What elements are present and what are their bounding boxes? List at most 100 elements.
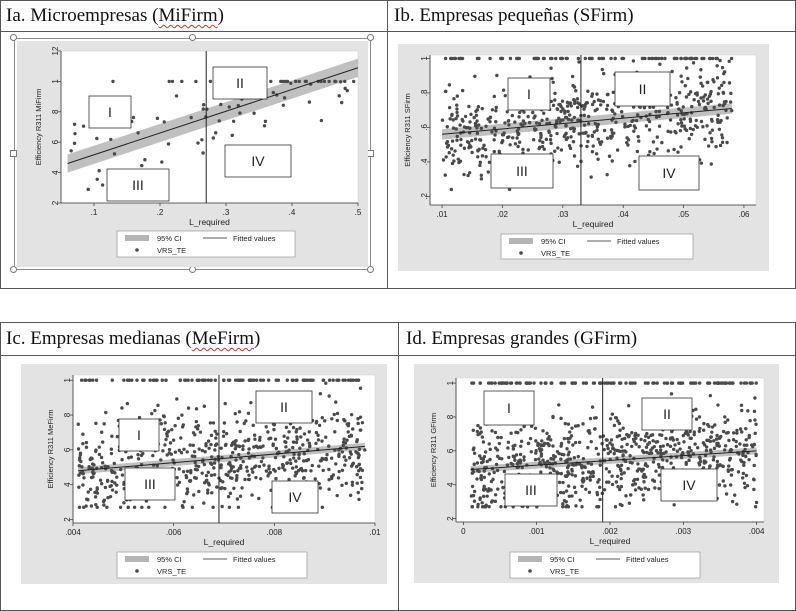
scatter-point [194,419,199,424]
scatter-point [452,159,456,163]
chart-d-svg: 0.001.002.003.00424681L_requiredEfficien… [429,377,765,579]
scatter-point [291,456,296,460]
resize-handle-ml[interactable] [10,150,17,157]
scatter-point [507,187,512,192]
resize-handle-bc[interactable] [189,266,196,273]
scatter-point [241,447,245,452]
scatter-point [654,440,658,444]
scatter-point [481,146,485,150]
scatter-point [243,439,247,443]
resize-handle-tc[interactable] [189,34,196,41]
scatter-point [206,439,211,443]
resize-handle-tr[interactable] [367,34,374,41]
scatter-point [261,444,265,448]
scatter-point [340,483,344,487]
scatter-point [200,448,205,453]
scatter-point [586,445,590,450]
quadrant-box [224,144,292,178]
scatter-point [190,505,195,510]
scatter-point [645,450,649,455]
scatter-point [596,98,601,102]
scatter-point [327,394,331,398]
scatter-point [471,447,476,452]
scatter-point [237,410,242,414]
scatter-point [593,121,597,126]
scatter-point [568,436,572,440]
scatter-point [561,502,565,506]
scatter-point [648,150,652,154]
scatter-point [619,484,624,489]
resize-handle-br[interactable] [367,266,374,273]
scatter-point [586,121,591,126]
scatter-point [647,440,652,445]
scatter-point [200,471,204,475]
scatter-point [722,71,726,76]
scatter-point [557,116,561,120]
x-tick-label: .002 [602,527,618,536]
scatter-point [193,433,197,437]
scatter-point [614,480,619,484]
scatter-point [651,140,656,144]
scatter-point [476,505,480,509]
scatter-point [640,468,645,472]
scatter-point [477,123,481,127]
scatter-point [544,465,549,469]
scatter-point [177,448,182,453]
scatter-point [458,123,462,127]
scatter-point [518,452,523,457]
x-tick-label: .006 [166,528,182,537]
scatter-point [654,469,658,473]
scatter-point [89,504,94,508]
scatter-point [455,134,459,139]
scatter-point [445,125,449,129]
resize-handle-mr[interactable] [367,150,374,157]
scatter-point [618,467,623,471]
scatter-point [208,461,213,465]
scatter-point [646,435,651,440]
scatter-point [706,144,711,148]
x-tick-label: .001 [529,527,545,536]
scatter-point [678,128,683,133]
scatter-point [575,97,580,101]
y-tick-label: 1 [420,56,429,61]
scatter-point [524,381,529,385]
y-tick-label: 8 [51,109,60,114]
legend-ci-label: 95% CI [157,555,182,564]
scatter-point [257,438,262,442]
scatter-point [467,146,471,150]
scatter-point [219,465,223,470]
scatter-point [324,435,328,439]
resize-handle-bl[interactable] [10,266,17,273]
scatter-point [597,56,601,61]
scatter-point [515,461,520,465]
scatter-point [598,497,602,502]
scatter-point [547,129,551,133]
chart-panel-d: 0.001.002.003.004 2 4 6 8 1 L_required Efficien… [414,364,779,583]
scatter-point [605,443,610,448]
scatter-point [482,488,486,492]
scatter-point [263,119,268,124]
scatter-point [599,103,603,107]
scatter-point [484,155,488,159]
scatter-point [570,494,574,498]
scatter-point [735,431,739,435]
scatter-point [475,119,479,123]
scatter-point [488,56,492,61]
scatter-point [204,473,209,478]
scatter-point [321,378,325,382]
scatter-point [548,138,553,142]
y-axis-label: Efficiency R311 MiFirm [34,89,43,165]
scatter-point [605,107,609,111]
scatter-point [500,381,504,385]
scatter-point [726,468,730,472]
scatter-point [709,162,713,166]
scatter-point [660,465,665,470]
scatter-point [636,135,640,139]
scatter-point [549,141,553,146]
scatter-point [526,441,531,446]
resize-handle-tl[interactable] [10,34,17,41]
scatter-point [574,89,578,93]
scatter-point [564,489,569,493]
scatter-point [120,406,124,410]
scatter-point [110,470,114,475]
